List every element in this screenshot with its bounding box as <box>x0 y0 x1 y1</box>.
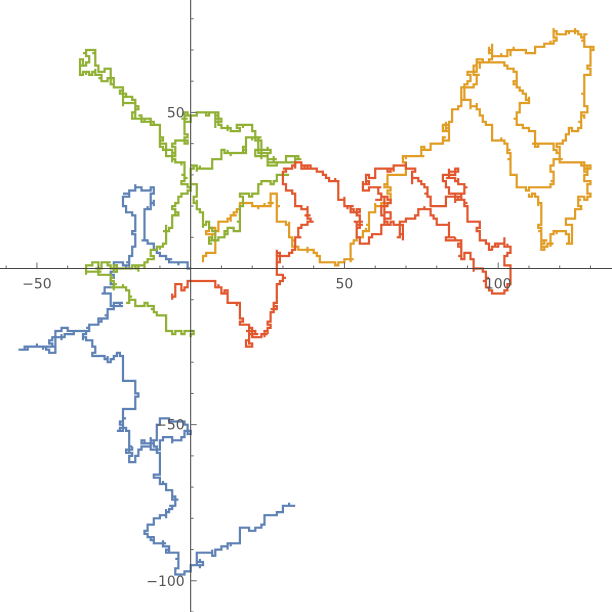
x-tick-label: −50 <box>22 277 52 293</box>
y-tick-label: −50 <box>155 418 185 434</box>
y-tick-label: −100 <box>146 574 184 590</box>
random-walk-series-1 <box>18 184 296 576</box>
y-tick-label: 50 <box>167 105 185 121</box>
series-layer <box>18 28 595 576</box>
x-tick-label: 50 <box>336 277 354 293</box>
x-tick-label: 100 <box>485 277 512 293</box>
axis-ticks: −50 50 100 50 −50 −100 <box>5 18 591 612</box>
random-walk-series-2 <box>201 28 595 267</box>
random-walk-series-4 <box>171 161 512 348</box>
